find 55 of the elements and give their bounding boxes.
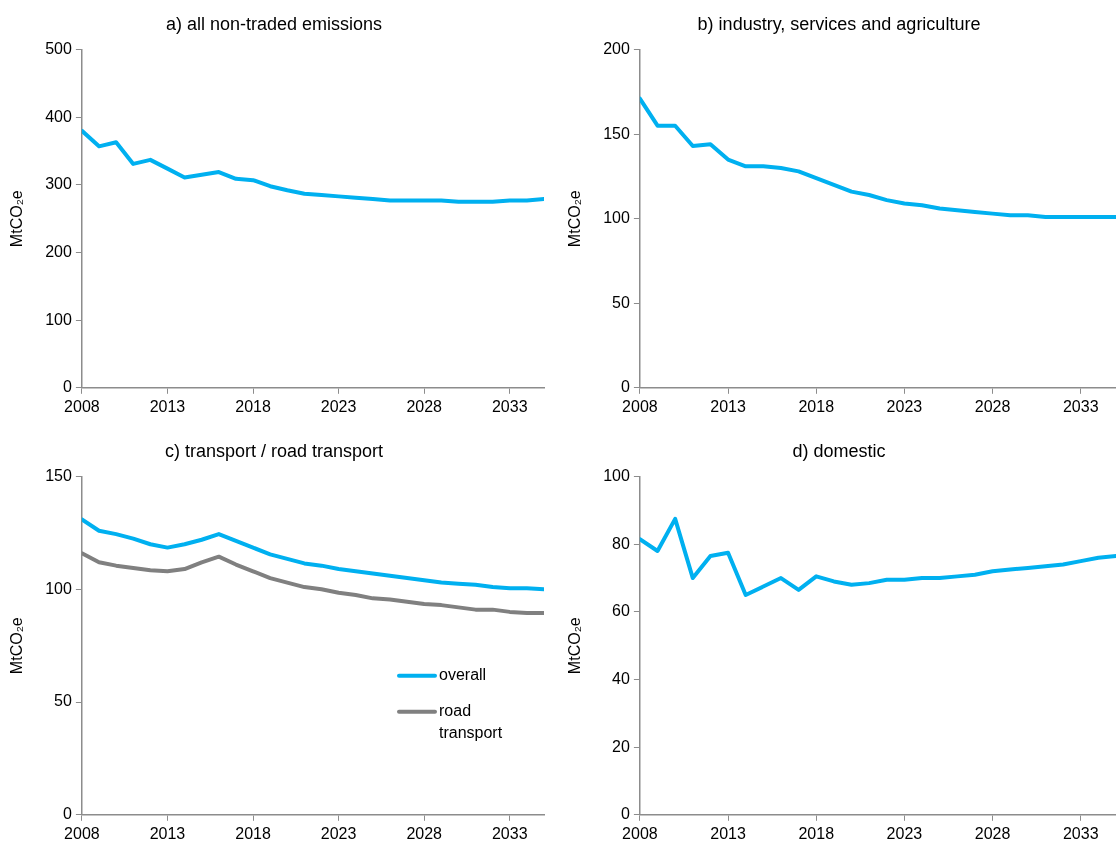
x-tick-label: 2013 bbox=[149, 397, 186, 415]
y-tick-label: 60 bbox=[612, 602, 630, 620]
y-axis-title: MtCO₂e bbox=[8, 617, 26, 675]
x-tick-label: 2023 bbox=[320, 397, 357, 415]
x-tick-label: 2028 bbox=[974, 397, 1011, 415]
x-tick-label: 2023 bbox=[886, 397, 923, 415]
y-tick-label: 100 bbox=[603, 209, 630, 227]
x-tick-label: 2018 bbox=[235, 824, 271, 842]
y-tick-label: 0 bbox=[62, 805, 72, 823]
y-tick-label: 100 bbox=[603, 467, 630, 485]
y-tick-label: 100 bbox=[45, 579, 72, 597]
x-tick-label: 2013 bbox=[710, 397, 746, 415]
y-tick-label: 100 bbox=[45, 310, 72, 328]
x-tick-label: 2013 bbox=[149, 824, 186, 842]
x-tick-label: 2023 bbox=[886, 824, 923, 842]
x-tick-label: 2033 bbox=[1062, 397, 1099, 415]
y-tick-label: 80 bbox=[612, 534, 630, 552]
x-tick-label: 2023 bbox=[320, 824, 357, 842]
x-tick-label: 2033 bbox=[491, 397, 528, 415]
x-tick-label: 2008 bbox=[64, 824, 100, 842]
chart-title: c) transport / road transport bbox=[164, 440, 384, 461]
x-tick-label: 2028 bbox=[974, 824, 1011, 842]
x-tick-label: 2018 bbox=[235, 397, 271, 415]
y-axis-title: MtCO₂e bbox=[8, 190, 26, 248]
x-tick-label: 2018 bbox=[798, 397, 835, 415]
y-tick-label: 200 bbox=[45, 242, 72, 260]
y-tick-label: 0 bbox=[62, 378, 72, 396]
y-tick-label: 150 bbox=[603, 124, 630, 142]
y-tick-label: 20 bbox=[612, 737, 630, 755]
y-axis-title: MtCO₂e bbox=[566, 190, 584, 248]
x-tick-label: 2013 bbox=[710, 824, 746, 842]
x-tick-label: 2028 bbox=[406, 824, 443, 842]
x-tick-label: 2033 bbox=[1062, 824, 1099, 842]
x-tick-label: 2028 bbox=[406, 397, 443, 415]
x-tick-label: 2018 bbox=[798, 824, 835, 842]
y-axis-title: MtCO₂e bbox=[566, 617, 584, 675]
legend-label: overall bbox=[439, 666, 487, 684]
chart-title: b) industry, services and agriculture bbox=[697, 13, 981, 34]
chart-title: d) domestic bbox=[792, 440, 886, 461]
y-tick-label: 0 bbox=[620, 378, 630, 396]
y-tick-label: 50 bbox=[612, 293, 630, 311]
x-tick-label: 2033 bbox=[491, 824, 528, 842]
y-tick-label: 40 bbox=[612, 669, 630, 687]
x-tick-label: 2008 bbox=[622, 824, 658, 842]
legend-label: road transport bbox=[439, 702, 503, 742]
x-tick-label: 2008 bbox=[622, 397, 658, 415]
y-tick-label: 200 bbox=[603, 40, 630, 58]
y-tick-label: 50 bbox=[54, 692, 72, 710]
chart-title: a) all non-traded emissions bbox=[165, 13, 383, 34]
y-tick-label: 300 bbox=[45, 175, 72, 193]
x-tick-label: 2008 bbox=[64, 397, 100, 415]
y-tick-label: 0 bbox=[620, 805, 630, 823]
y-tick-label: 400 bbox=[45, 107, 72, 125]
y-tick-label: 500 bbox=[45, 40, 72, 58]
y-tick-label: 150 bbox=[45, 467, 72, 485]
